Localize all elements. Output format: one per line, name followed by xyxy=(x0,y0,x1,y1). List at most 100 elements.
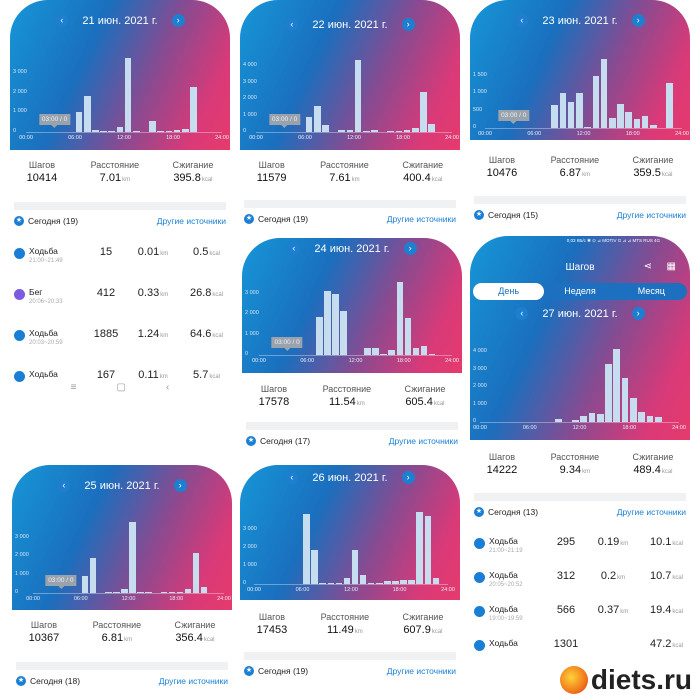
chart-bar-hour-10[interactable] xyxy=(335,583,343,584)
tab-week[interactable]: Неделя xyxy=(564,286,596,296)
chart-bar-hour-21[interactable] xyxy=(428,354,436,355)
chart-bar-hour-20[interactable] xyxy=(190,86,197,132)
calendar-icon[interactable]: ▦ xyxy=(666,261,676,272)
chart-bar-hour-20[interactable] xyxy=(416,512,423,584)
chart-bar-hour-18[interactable] xyxy=(173,129,181,132)
chart-bar-hour-9[interactable] xyxy=(105,591,112,593)
chart-bar-hour-18[interactable] xyxy=(630,397,637,422)
chart-bar-hour-10[interactable] xyxy=(113,592,120,593)
chart-bar-hour-16[interactable] xyxy=(388,349,395,355)
chart-bar-hour-21[interactable] xyxy=(424,515,431,584)
tab-month[interactable]: Месяц xyxy=(637,286,665,296)
activity-row[interactable]: Ходьба 19:00~19:59 566 0.37km 19.4kcal xyxy=(474,604,686,634)
chart-bar-hour-20[interactable] xyxy=(649,125,657,128)
next-day-button[interactable]: › xyxy=(401,18,415,31)
chart-bar-hour-17[interactable] xyxy=(169,592,176,593)
chart-bar-hour-8[interactable] xyxy=(319,583,326,584)
chart-bar-hour-10[interactable] xyxy=(340,311,347,355)
chart-bar-hour-13[interactable] xyxy=(592,75,600,128)
chart-bar-hour-14[interactable] xyxy=(371,130,378,132)
chart-bar-hour-16[interactable] xyxy=(613,348,621,422)
other-sources-link[interactable]: Другие источники xyxy=(616,507,686,517)
chart-bar-hour-8[interactable] xyxy=(324,291,331,355)
chart-bar-hour-15[interactable] xyxy=(605,364,612,422)
chart-bar-hour-11[interactable] xyxy=(116,127,124,132)
chart-bar-hour-7[interactable] xyxy=(316,317,323,355)
other-sources-link[interactable]: Другие источники xyxy=(386,666,456,676)
chart-bar-hour-8[interactable] xyxy=(92,130,99,132)
chart-bar-hour-12[interactable] xyxy=(129,521,136,593)
chart-bar-hour-12[interactable] xyxy=(351,549,359,584)
chart-bar-hour-6[interactable] xyxy=(305,117,313,132)
other-sources-link[interactable]: Другие источники xyxy=(156,216,226,226)
chart-bar-hour-12[interactable] xyxy=(124,58,132,132)
other-sources-link[interactable]: Другие источники xyxy=(616,210,686,220)
chart-bar-hour-13[interactable] xyxy=(359,575,367,584)
chart-bar-hour-11[interactable] xyxy=(572,419,579,422)
next-day-button[interactable]: › xyxy=(171,14,185,27)
chart-bar-hour-17[interactable] xyxy=(396,281,403,355)
prev-day-button[interactable]: ‹ xyxy=(285,18,299,31)
chart-bar-hour-17[interactable] xyxy=(165,131,173,132)
prev-day-button[interactable]: ‹ xyxy=(287,242,301,255)
chart-bar-hour-13[interactable] xyxy=(137,592,144,593)
chart-bar-hour-22[interactable] xyxy=(432,577,440,584)
chart-bar-hour-15[interactable] xyxy=(608,117,616,128)
chart-bar-hour-16[interactable] xyxy=(617,103,624,128)
chart-bar-hour-10[interactable] xyxy=(567,101,575,128)
chart-bar-hour-13[interactable] xyxy=(588,413,596,422)
chart-bar-hour-7[interactable] xyxy=(311,549,318,584)
chart-bar-hour-16[interactable] xyxy=(384,581,391,584)
chart-bar-hour-17[interactable] xyxy=(395,131,403,132)
chart-bar-hour-15[interactable] xyxy=(376,583,383,584)
chart-bar-hour-7[interactable] xyxy=(89,558,96,593)
other-sources-link[interactable]: Другие источники xyxy=(386,214,456,224)
chart-bar-hour-8[interactable] xyxy=(322,124,329,132)
chart-bar-hour-18[interactable] xyxy=(177,591,184,593)
chart-bar-hour-20[interactable] xyxy=(420,345,428,355)
activity-row[interactable]: Ходьба 20:05~20:52 312 0.2km 10.7kcal xyxy=(474,570,686,600)
prev-day-button[interactable]: ‹ xyxy=(515,307,529,320)
chart-bar-hour-18[interactable] xyxy=(400,580,407,584)
chart-bar-hour-19[interactable] xyxy=(181,129,189,132)
chart-bar-hour-17[interactable] xyxy=(621,378,629,422)
chart-bar-hour-6[interactable] xyxy=(303,513,310,584)
chart-bar-hour-18[interactable] xyxy=(403,130,411,132)
tab-day[interactable]: День xyxy=(473,283,545,300)
other-sources-link[interactable]: Другие источники xyxy=(388,436,458,446)
chart-bar-hour-19[interactable] xyxy=(412,347,420,355)
chart-bar-hour-14[interactable] xyxy=(596,414,604,422)
chart-bar-hour-19[interactable] xyxy=(638,411,645,422)
chart-bar-hour-11[interactable] xyxy=(346,129,354,132)
chart-bar-hour-16[interactable] xyxy=(161,592,168,593)
chart-bar-hour-9[interactable] xyxy=(100,131,107,132)
chart-bar-hour-6[interactable] xyxy=(75,112,83,132)
chart-bar-hour-20[interactable] xyxy=(420,92,427,132)
chart-bar-hour-13[interactable] xyxy=(364,347,371,355)
chart-bar-hour-6[interactable] xyxy=(81,575,88,593)
prev-day-button[interactable]: ‹ xyxy=(57,479,71,492)
next-day-button[interactable]: › xyxy=(631,307,645,320)
chart-bar-hour-22[interactable] xyxy=(666,82,673,128)
chart-bar-hour-19[interactable] xyxy=(408,580,415,584)
chart-bar-hour-21[interactable] xyxy=(428,123,435,132)
chart-bar-hour-13[interactable] xyxy=(362,131,370,132)
chart-bar-hour-12[interactable] xyxy=(580,415,587,422)
chart-bar-hour-16[interactable] xyxy=(387,131,394,132)
chart-bar-hour-8[interactable] xyxy=(551,105,559,128)
activity-row[interactable]: Ходьба 167 0.11km 5.7kcal xyxy=(14,369,226,399)
chart-bar-hour-20[interactable] xyxy=(192,552,200,593)
other-sources-link[interactable]: Другие источники xyxy=(158,676,228,686)
activity-row[interactable]: Бег 20:06~20:33 412 0.33km 26.8kcal xyxy=(14,287,226,317)
next-day-button[interactable]: › xyxy=(631,14,645,27)
chart-bar-hour-10[interactable] xyxy=(338,129,345,132)
chart-bar-hour-14[interactable] xyxy=(367,583,375,584)
chart-bar-hour-20[interactable] xyxy=(646,415,654,422)
chart-bar-hour-18[interactable] xyxy=(404,318,411,355)
chart-bar-hour-15[interactable] xyxy=(149,121,156,132)
chart-bar-hour-16[interactable] xyxy=(157,131,164,132)
back-button[interactable]: ‹ xyxy=(165,382,170,393)
chart-bar-hour-9[interactable] xyxy=(332,294,339,355)
chart-bar-hour-19[interactable] xyxy=(641,115,649,128)
next-day-button[interactable]: › xyxy=(403,242,417,255)
